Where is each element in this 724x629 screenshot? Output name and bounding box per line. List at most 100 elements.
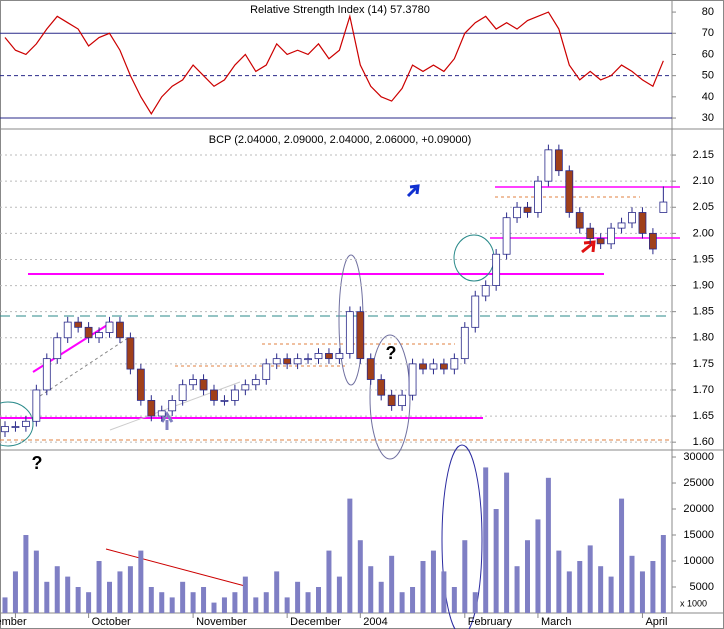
volume-bar — [190, 592, 196, 613]
volume-bar — [180, 581, 186, 613]
candle-body — [126, 337, 135, 370]
candle-body — [628, 212, 636, 224]
volume-bar — [483, 467, 489, 613]
volume-bar — [316, 587, 321, 613]
candle-body — [617, 222, 626, 229]
y-tick-label: 30000 — [683, 451, 714, 463]
volume-bar — [169, 597, 175, 613]
candle-body — [366, 358, 375, 380]
volume-bar — [211, 602, 217, 613]
candle-body — [471, 295, 480, 328]
volume-bar — [263, 592, 269, 613]
candle-body — [638, 212, 647, 234]
candle-body — [502, 217, 511, 255]
y-tick-label: 1.70 — [693, 384, 714, 396]
volume-bar — [336, 576, 342, 613]
candle-body — [314, 353, 323, 360]
y-tick-label: 1.80 — [693, 332, 714, 344]
candle-body — [116, 321, 124, 339]
volume-bar — [159, 592, 165, 613]
volume-bar — [326, 550, 332, 613]
candle-body — [262, 363, 271, 380]
candle-body — [53, 337, 62, 360]
volume-bar — [295, 581, 301, 613]
volume-bar — [232, 592, 238, 613]
candle-body — [554, 149, 563, 172]
y-tick-label: 20000 — [683, 503, 714, 515]
volume-bar — [535, 519, 541, 613]
candle-body — [157, 410, 166, 417]
y-tick-label: 1.85 — [693, 306, 714, 318]
volume-bar — [54, 566, 60, 613]
rsi-line — [4, 11, 664, 115]
candle-body — [534, 180, 542, 213]
annotation: ? — [386, 343, 397, 363]
candle-body — [345, 311, 354, 354]
volume-bar — [598, 566, 604, 613]
candle-body — [11, 426, 20, 428]
volume-bar — [242, 576, 248, 613]
candle-body — [335, 353, 344, 360]
candle-body — [220, 400, 229, 402]
candle-body — [63, 321, 72, 339]
volume-bar — [639, 571, 645, 613]
candle-body — [189, 379, 198, 386]
volume-bar — [577, 561, 583, 613]
volume-bar — [378, 581, 384, 613]
candle-body — [586, 227, 595, 239]
candle-body — [513, 206, 521, 219]
candle-body — [460, 326, 469, 360]
volume-bar — [619, 498, 625, 613]
volume-bar — [357, 540, 363, 613]
candle-body — [251, 379, 260, 386]
y-tick-label: 15000 — [683, 529, 714, 541]
price-title: BCP (2.04000, 2.09000, 2.04000, 2.06000,… — [209, 134, 472, 146]
y-tick-label: 1.75 — [693, 358, 714, 370]
x-tick-label: 2004 — [363, 616, 387, 628]
volume-bar — [525, 540, 530, 613]
volume-bar — [138, 550, 144, 613]
candle-body — [168, 400, 177, 412]
candle-body — [304, 358, 312, 361]
candle-body — [230, 389, 239, 401]
volume-bar — [420, 561, 426, 613]
volume-bar — [23, 535, 29, 613]
candle-body — [481, 285, 490, 297]
candle-body — [429, 363, 438, 370]
volume-bar — [44, 581, 50, 613]
volume-bar — [545, 477, 551, 613]
volume-bar — [608, 576, 614, 613]
volume-bar — [389, 555, 395, 613]
candle-body — [210, 389, 218, 401]
y-tick-label: 1.95 — [693, 253, 714, 265]
candle-body — [659, 201, 668, 213]
candle-body — [147, 400, 156, 417]
x-tick-label: April — [645, 616, 667, 628]
candle-body — [325, 353, 333, 360]
candle-body — [136, 368, 145, 401]
y-tick-label: 5000 — [690, 581, 714, 593]
y-tick-label: 2.00 — [693, 227, 714, 239]
volume-bar — [441, 571, 447, 613]
volume-bar — [566, 571, 572, 613]
candle-body — [283, 358, 292, 365]
x-tick-label: ember — [0, 616, 27, 628]
volume-bar — [75, 587, 81, 613]
y-tick-label: 2.10 — [693, 175, 714, 187]
volume-bar — [399, 592, 405, 613]
volume-bar — [556, 550, 562, 613]
y-tick-label: 1.65 — [693, 410, 714, 422]
volume-bar — [629, 555, 635, 613]
volume-bar — [148, 587, 154, 613]
volume-bar — [65, 576, 71, 613]
volume-bar — [33, 550, 39, 613]
candle-body — [450, 358, 459, 370]
candle-body — [408, 363, 417, 396]
volume-bar — [660, 535, 666, 613]
y-tick-label: 30 — [702, 112, 714, 124]
volume-bar — [12, 571, 18, 613]
volume-bar — [462, 540, 468, 613]
candle-body — [241, 384, 250, 391]
